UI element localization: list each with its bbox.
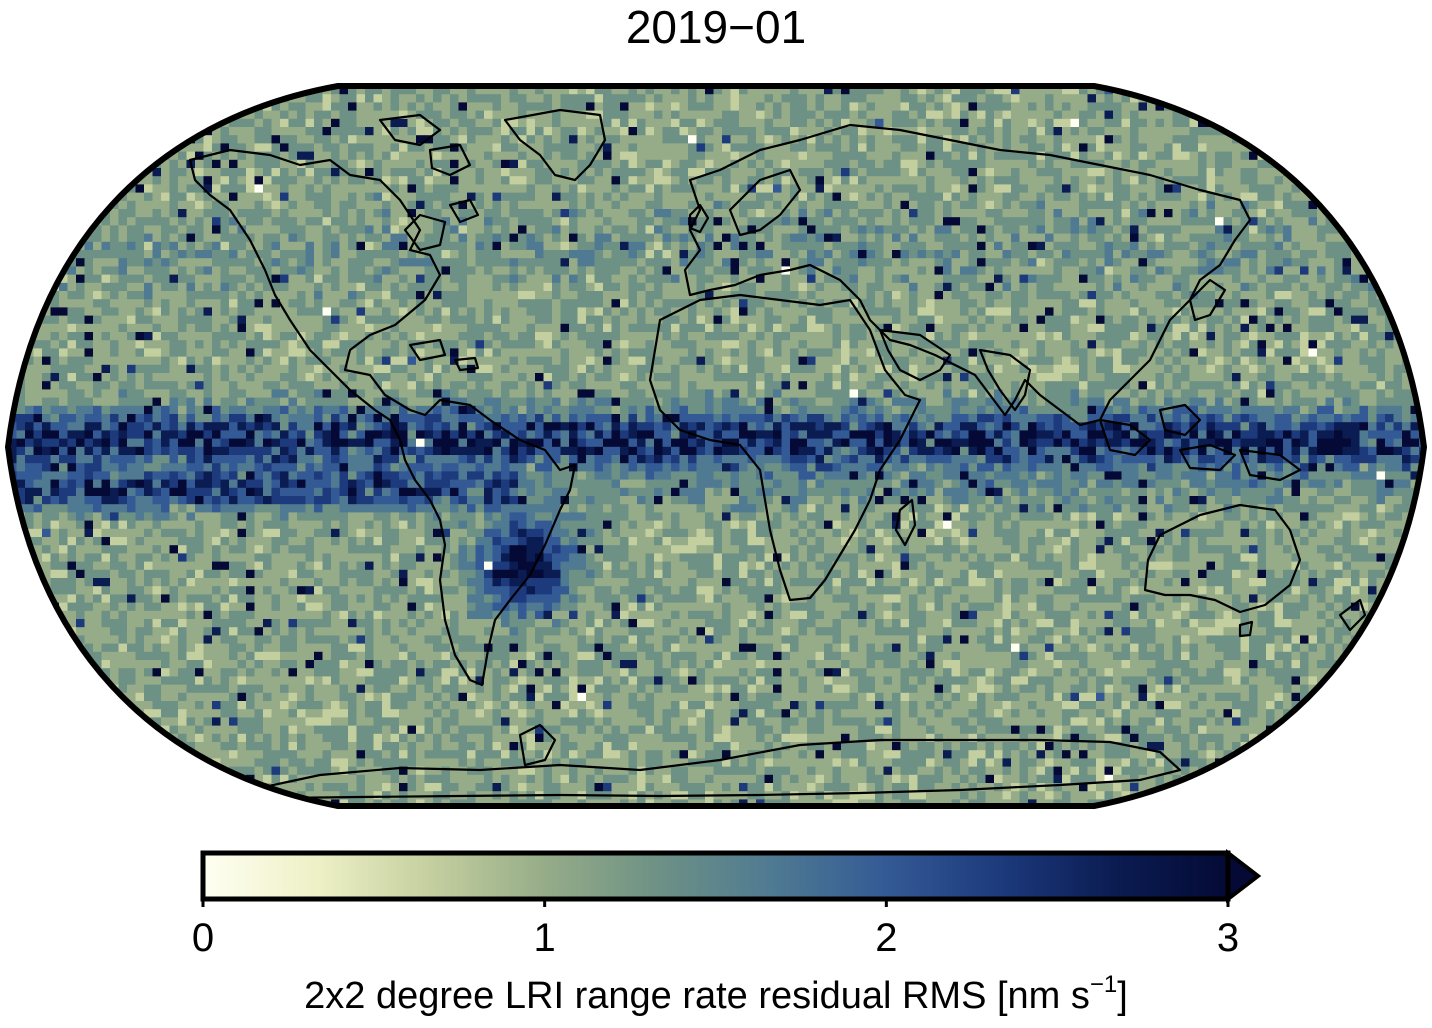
colorbar-extend-arrow [1226,848,1262,904]
colorbar-ticks: 0 1 2 3 [192,899,1239,960]
coastlines [188,108,1367,800]
colorbar-label-end: ] [1117,975,1128,1017]
colorbar-frame [200,850,1231,902]
colorbar-label: 2x2 degree LRI range rate residual RMS [… [0,972,1432,1020]
colorbar-tick-label: 0 [192,916,214,960]
colorbar-tick-label: 2 [875,916,897,960]
colorbar-label-main: 2x2 degree LRI range rate residual RMS [… [304,975,1090,1017]
colorbar-fill [203,853,1228,899]
map-title: 2019−01 [625,1,807,53]
colorbar-tick-label: 3 [1217,916,1239,960]
colorbar-label-exponent: −1 [1089,971,1118,998]
global-map [5,83,1427,809]
map-frame [5,83,1427,809]
colorbar-tick-label: 1 [534,916,556,960]
